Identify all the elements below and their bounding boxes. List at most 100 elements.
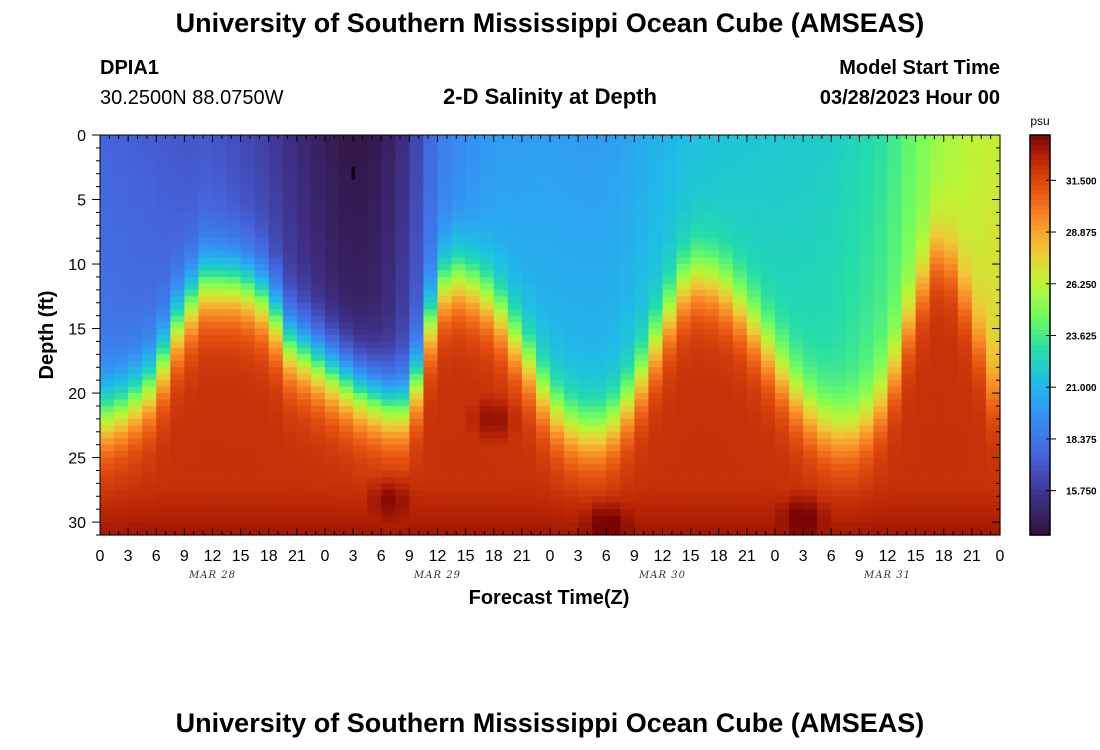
- heatmap-cell: [367, 412, 382, 420]
- heatmap-cell: [100, 199, 115, 207]
- heatmap-cell: [690, 483, 706, 491]
- heatmap-cell: [507, 341, 523, 349]
- heatmap-cell: [831, 515, 846, 523]
- heatmap-cell: [226, 180, 242, 188]
- heatmap-cell: [170, 451, 185, 459]
- heatmap-cell: [535, 476, 551, 484]
- heatmap-cell: [859, 444, 875, 452]
- heatmap-cell: [367, 276, 382, 284]
- heatmap-cell: [353, 470, 368, 478]
- heatmap-cell: [845, 205, 860, 214]
- heatmap-cell: [648, 341, 664, 349]
- heatmap-cell: [100, 154, 115, 162]
- heatmap-cell: [114, 309, 129, 317]
- heatmap-cell: [353, 309, 368, 317]
- heatmap-cell: [746, 315, 762, 323]
- heatmap-cell: [971, 180, 987, 188]
- heatmap-cell: [156, 180, 171, 188]
- heatmap-cell: [535, 341, 551, 349]
- heatmap-cell: [564, 212, 579, 220]
- heatmap-cell: [409, 276, 425, 284]
- heatmap-cell: [325, 367, 340, 375]
- heatmap-cell: [198, 470, 214, 478]
- heatmap-cell: [620, 354, 635, 362]
- heatmap-cell: [859, 464, 875, 472]
- heatmap-cell: [198, 438, 214, 446]
- heatmap-cell: [578, 509, 593, 517]
- heatmap-cell: [367, 438, 382, 446]
- heatmap-cell: [873, 496, 889, 504]
- heatmap-cell: [760, 367, 776, 375]
- heatmap-cell: [170, 502, 185, 510]
- heatmap-cell: [381, 160, 396, 168]
- heatmap-cell: [128, 405, 143, 414]
- heatmap-cell: [592, 496, 607, 504]
- heatmap-cell: [226, 335, 242, 343]
- heatmap-cell: [704, 399, 720, 407]
- heatmap-cell: [268, 296, 284, 304]
- heatmap-cell: [718, 270, 734, 278]
- heatmap-cell: [620, 412, 635, 420]
- heatmap-cell: [479, 444, 495, 452]
- colorbar-segment: [1030, 335, 1050, 341]
- heatmap-cell: [845, 380, 860, 388]
- heatmap-cell: [156, 135, 171, 143]
- heatmap-cell: [282, 173, 298, 181]
- heatmap-cell: [957, 347, 973, 355]
- heatmap-cell: [901, 470, 917, 478]
- heatmap-cell: [676, 135, 692, 143]
- heatmap-cell: [971, 283, 987, 291]
- heatmap-cell: [395, 438, 410, 446]
- heatmap-cell: [310, 309, 326, 317]
- y-tick-label: 25: [68, 451, 86, 468]
- heatmap-cell: [310, 489, 326, 497]
- heatmap-cell: [634, 515, 650, 523]
- heatmap-cell: [493, 315, 509, 323]
- heatmap-cell: [395, 451, 410, 459]
- heatmap-cell: [282, 180, 298, 188]
- heatmap-cell: [929, 476, 945, 484]
- heatmap-cell: [985, 367, 1001, 375]
- heatmap-cell: [746, 341, 762, 349]
- heatmap-cell: [746, 431, 762, 439]
- heatmap-cell: [817, 496, 832, 504]
- heatmap-cell: [690, 270, 706, 278]
- heatmap-cell: [226, 141, 242, 149]
- heatmap-cell: [746, 386, 762, 394]
- heatmap-cell: [479, 276, 495, 284]
- heatmap-cell: [128, 147, 143, 155]
- page-title-repeat: University of Southern Mississippi Ocean…: [175, 708, 925, 738]
- heatmap-cell: [915, 335, 931, 343]
- heatmap-cell: [156, 276, 171, 284]
- heatmap-cell: [409, 205, 425, 214]
- heatmap-cell: [550, 244, 565, 252]
- heatmap-cell: [325, 135, 340, 143]
- heatmap-cell: [760, 502, 776, 510]
- heatmap-cell: [353, 270, 368, 278]
- heatmap-cell: [423, 141, 439, 149]
- heatmap-cell: [282, 315, 298, 323]
- heatmap-cell: [929, 438, 945, 446]
- heatmap-cell: [521, 180, 537, 188]
- heatmap-cell: [128, 205, 143, 214]
- heatmap-cell: [381, 264, 396, 272]
- heatmap-cell: [676, 515, 692, 523]
- heatmap-cell: [957, 360, 973, 368]
- heatmap-cell: [353, 180, 368, 188]
- heatmap-cell: [732, 496, 748, 504]
- heatmap-cell: [775, 186, 790, 194]
- heatmap-cell: [620, 302, 635, 310]
- heatmap-cell: [409, 135, 425, 143]
- heatmap-cell: [550, 425, 565, 433]
- heatmap-cell: [592, 367, 607, 375]
- heatmap-cell: [156, 154, 171, 162]
- heatmap-cell: [901, 270, 917, 278]
- heatmap-cell: [184, 483, 200, 491]
- heatmap-cell: [943, 264, 959, 272]
- heatmap-cell: [493, 225, 509, 233]
- heatmap-cell: [550, 496, 565, 504]
- heatmap-cell: [100, 205, 115, 214]
- heatmap-cell: [339, 270, 354, 278]
- colorbar-segment: [1030, 415, 1050, 421]
- heatmap-cell: [760, 412, 776, 420]
